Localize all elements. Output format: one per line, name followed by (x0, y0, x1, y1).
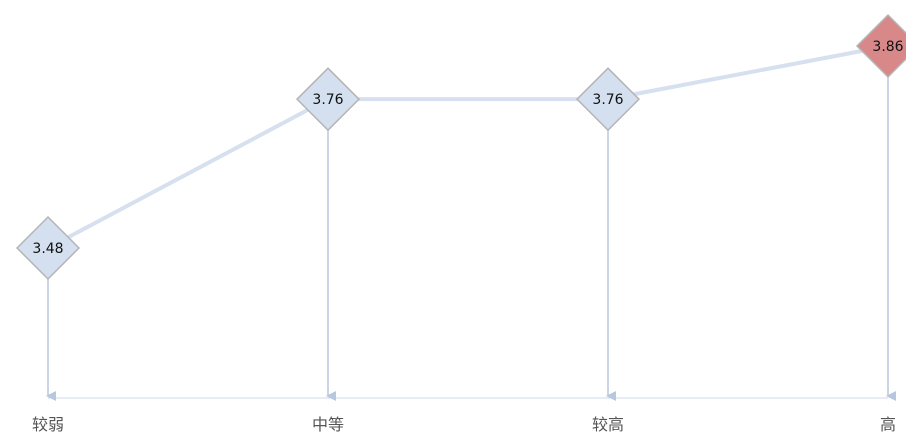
x-tick-label-1: 较弱 (32, 415, 64, 434)
data-label-3: 3.76 (592, 92, 623, 108)
data-point-2 (295, 67, 361, 132)
data-point-4 (855, 13, 906, 79)
x-tick-label-2: 中等 (312, 415, 344, 434)
data-label-1: 3.48 (32, 241, 63, 257)
data-point-3 (575, 67, 641, 132)
data-point-1 (15, 215, 81, 281)
data-label-4: 3.86 (872, 39, 903, 55)
x-tick-label-4: 高 (880, 415, 896, 434)
x-tick-label-3: 较高 (592, 415, 624, 434)
series-line (47, 44, 889, 250)
data-label-2: 3.76 (312, 92, 343, 108)
